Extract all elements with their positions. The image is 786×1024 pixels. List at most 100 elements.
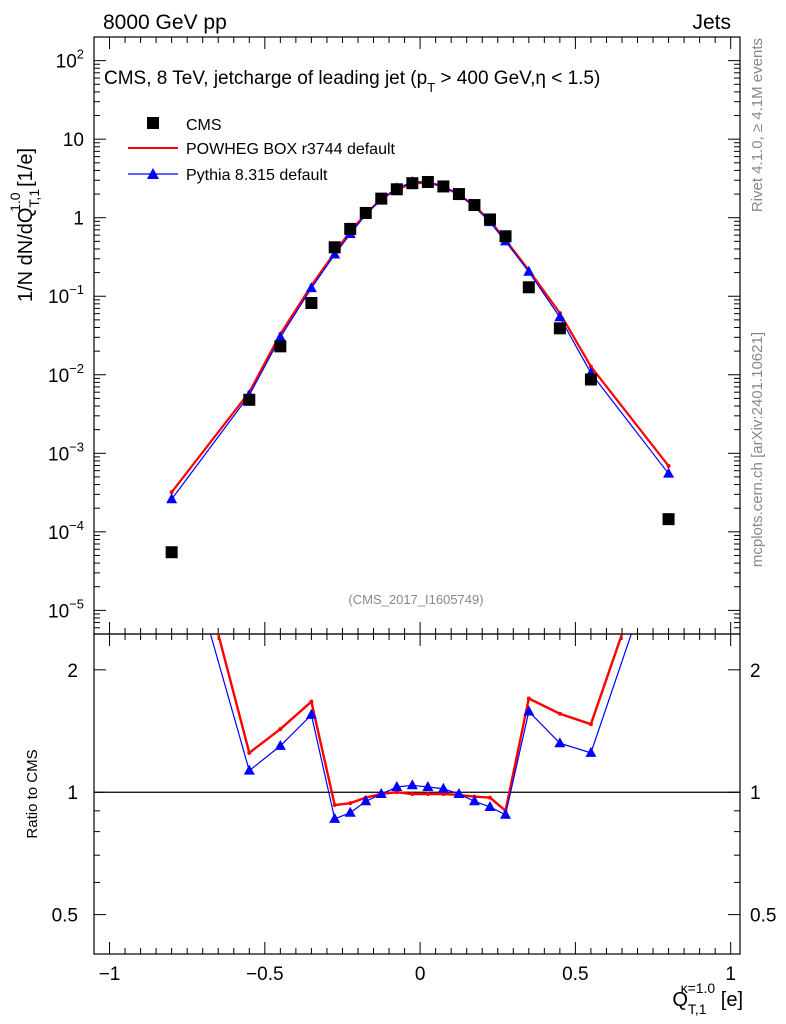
cms-point <box>359 206 372 219</box>
powheg-ratio-point <box>487 795 492 800</box>
cms-point <box>375 192 388 205</box>
plot-title: CMS, 8 TeV, jetcharge of leading jet (pT… <box>104 68 600 95</box>
pythia-ratio-point <box>375 787 387 798</box>
pythia-ratio-point <box>391 780 403 791</box>
pythia-ratio-point <box>422 780 434 791</box>
powheg-ratio-point <box>309 699 314 704</box>
powheg-ratio-point <box>394 790 399 795</box>
legend-marker-cms <box>147 117 159 129</box>
rivet-version-label: Rivet 4.1.0, ≥ 4.1M events <box>749 38 766 212</box>
cms-point <box>406 177 419 190</box>
x-tick-label: −0.5 <box>246 964 284 985</box>
legend: CMS POWHEG BOX r3744 default Pythia 8.31… <box>128 117 396 184</box>
powheg-ratio-point <box>557 711 562 716</box>
pythia-ratio-curve <box>209 634 632 820</box>
cms-point <box>421 175 434 188</box>
pythia-ratio-point <box>360 795 372 806</box>
main-y-ticks <box>94 36 740 629</box>
pythia-ratio-point <box>344 806 356 817</box>
cms-point <box>452 188 465 201</box>
powheg-ratio-point <box>441 791 446 796</box>
main-y-tick-labels: 10−5 10−4 10−3 10−2 10−1 1 10 102 <box>48 47 84 623</box>
pythia-ratio-point <box>468 795 480 806</box>
powheg-ratio-point <box>332 803 337 808</box>
pythia-ratio-point <box>554 737 566 748</box>
pythia-ratio-point <box>406 779 418 790</box>
powheg-ratio-point <box>425 791 430 796</box>
ratio-y-tick-label-left: 1 <box>67 783 78 804</box>
x-ticks <box>109 37 732 954</box>
ratio-y-tick-label-left: 2 <box>67 661 78 682</box>
main-y-tick-label: 10−2 <box>48 361 84 387</box>
pythia-ratio-point <box>523 705 535 716</box>
ratio-y-tick-labels: 0.5 0.5 1 1 2 2 <box>52 661 777 927</box>
powheg-point <box>169 490 174 495</box>
legend-label-cms: CMS <box>186 117 222 134</box>
powheg-ratio-point <box>348 801 353 806</box>
powheg-point <box>666 463 671 468</box>
pythia-curve <box>171 181 670 500</box>
cms-point <box>553 322 566 335</box>
pythia-ratio-point <box>437 782 449 793</box>
cms-point <box>468 199 481 212</box>
pythia-point <box>305 282 317 293</box>
ratio-y-tick-label-right: 2 <box>750 661 761 682</box>
powheg-curve <box>170 181 670 493</box>
pythia-ratio-point <box>500 808 512 819</box>
cms-point <box>662 513 675 526</box>
header-right: Jets <box>692 11 731 34</box>
cms-point <box>437 180 450 193</box>
x-tick-label: 1 <box>725 964 736 985</box>
powheg-ratio-point <box>526 696 531 701</box>
pythia-point <box>554 311 566 322</box>
main-y-tick-label: 1 <box>73 209 84 230</box>
cms-point <box>483 213 496 226</box>
main-y-tick-label: 10−4 <box>48 518 84 544</box>
pythia-point <box>329 248 341 259</box>
x-axis-label: QT,1κ=1.0 [e] <box>672 980 743 1017</box>
main-y-tick-label: 10−5 <box>48 596 84 622</box>
cms-point <box>522 281 535 294</box>
ratio-y-tick-label-right: 1 <box>750 783 761 804</box>
cms-point <box>499 230 512 243</box>
cms-point <box>344 222 357 235</box>
x-tick-label: −1 <box>99 964 121 985</box>
pythia-ratio-point <box>453 787 465 798</box>
powheg-ratio-point <box>410 791 415 796</box>
legend-label-pythia: Pythia 8.315 default <box>186 167 328 184</box>
mcplots-reference-label: mcplots.cern.ch [arXiv:2401.10621] <box>749 332 766 567</box>
pythia-point <box>274 331 286 342</box>
ratio-y-axis-label: Ratio to CMS <box>24 749 41 838</box>
ratio-y-ticks <box>94 669 740 955</box>
y-axis-label: 1/N dN/dQT,11.0 [1/e] <box>7 148 42 302</box>
legend-marker-pythia <box>147 168 159 179</box>
pythia-ratio-point <box>305 708 317 719</box>
legend-label-powheg: POWHEG BOX r3744 default <box>186 141 396 158</box>
cms-point <box>390 183 403 196</box>
pythia-point <box>166 493 178 504</box>
pythia-ratio-point <box>329 812 341 823</box>
x-tick-labels: −1 −0.5 0 0.5 1 <box>99 964 736 985</box>
cms-point <box>305 297 318 310</box>
x-tick-label: 0.5 <box>562 964 588 985</box>
powheg-ratio-point <box>588 722 593 727</box>
ratio-plot-frame <box>93 633 741 955</box>
powheg-ratio-point <box>247 750 252 755</box>
pythia-ratio-point <box>243 764 255 775</box>
powheg-ratio-point <box>278 727 283 732</box>
cms-point <box>328 241 341 254</box>
main-y-tick-label: 10−3 <box>48 439 84 465</box>
cms-point <box>584 373 597 386</box>
x-tick-label: 0 <box>415 964 426 985</box>
pythia-point <box>663 467 675 478</box>
powheg-ratio-curve <box>217 634 624 814</box>
pythia-ratio-point <box>274 739 286 750</box>
pythia-point <box>523 265 535 276</box>
analysis-id: (CMS_2017_I1605749) <box>348 592 483 607</box>
main-y-tick-label: 10−1 <box>48 282 84 308</box>
pythia-ratio-point <box>484 800 496 811</box>
powheg-point <box>588 364 593 369</box>
main-plot-series <box>165 175 675 559</box>
cms-point <box>274 340 287 353</box>
